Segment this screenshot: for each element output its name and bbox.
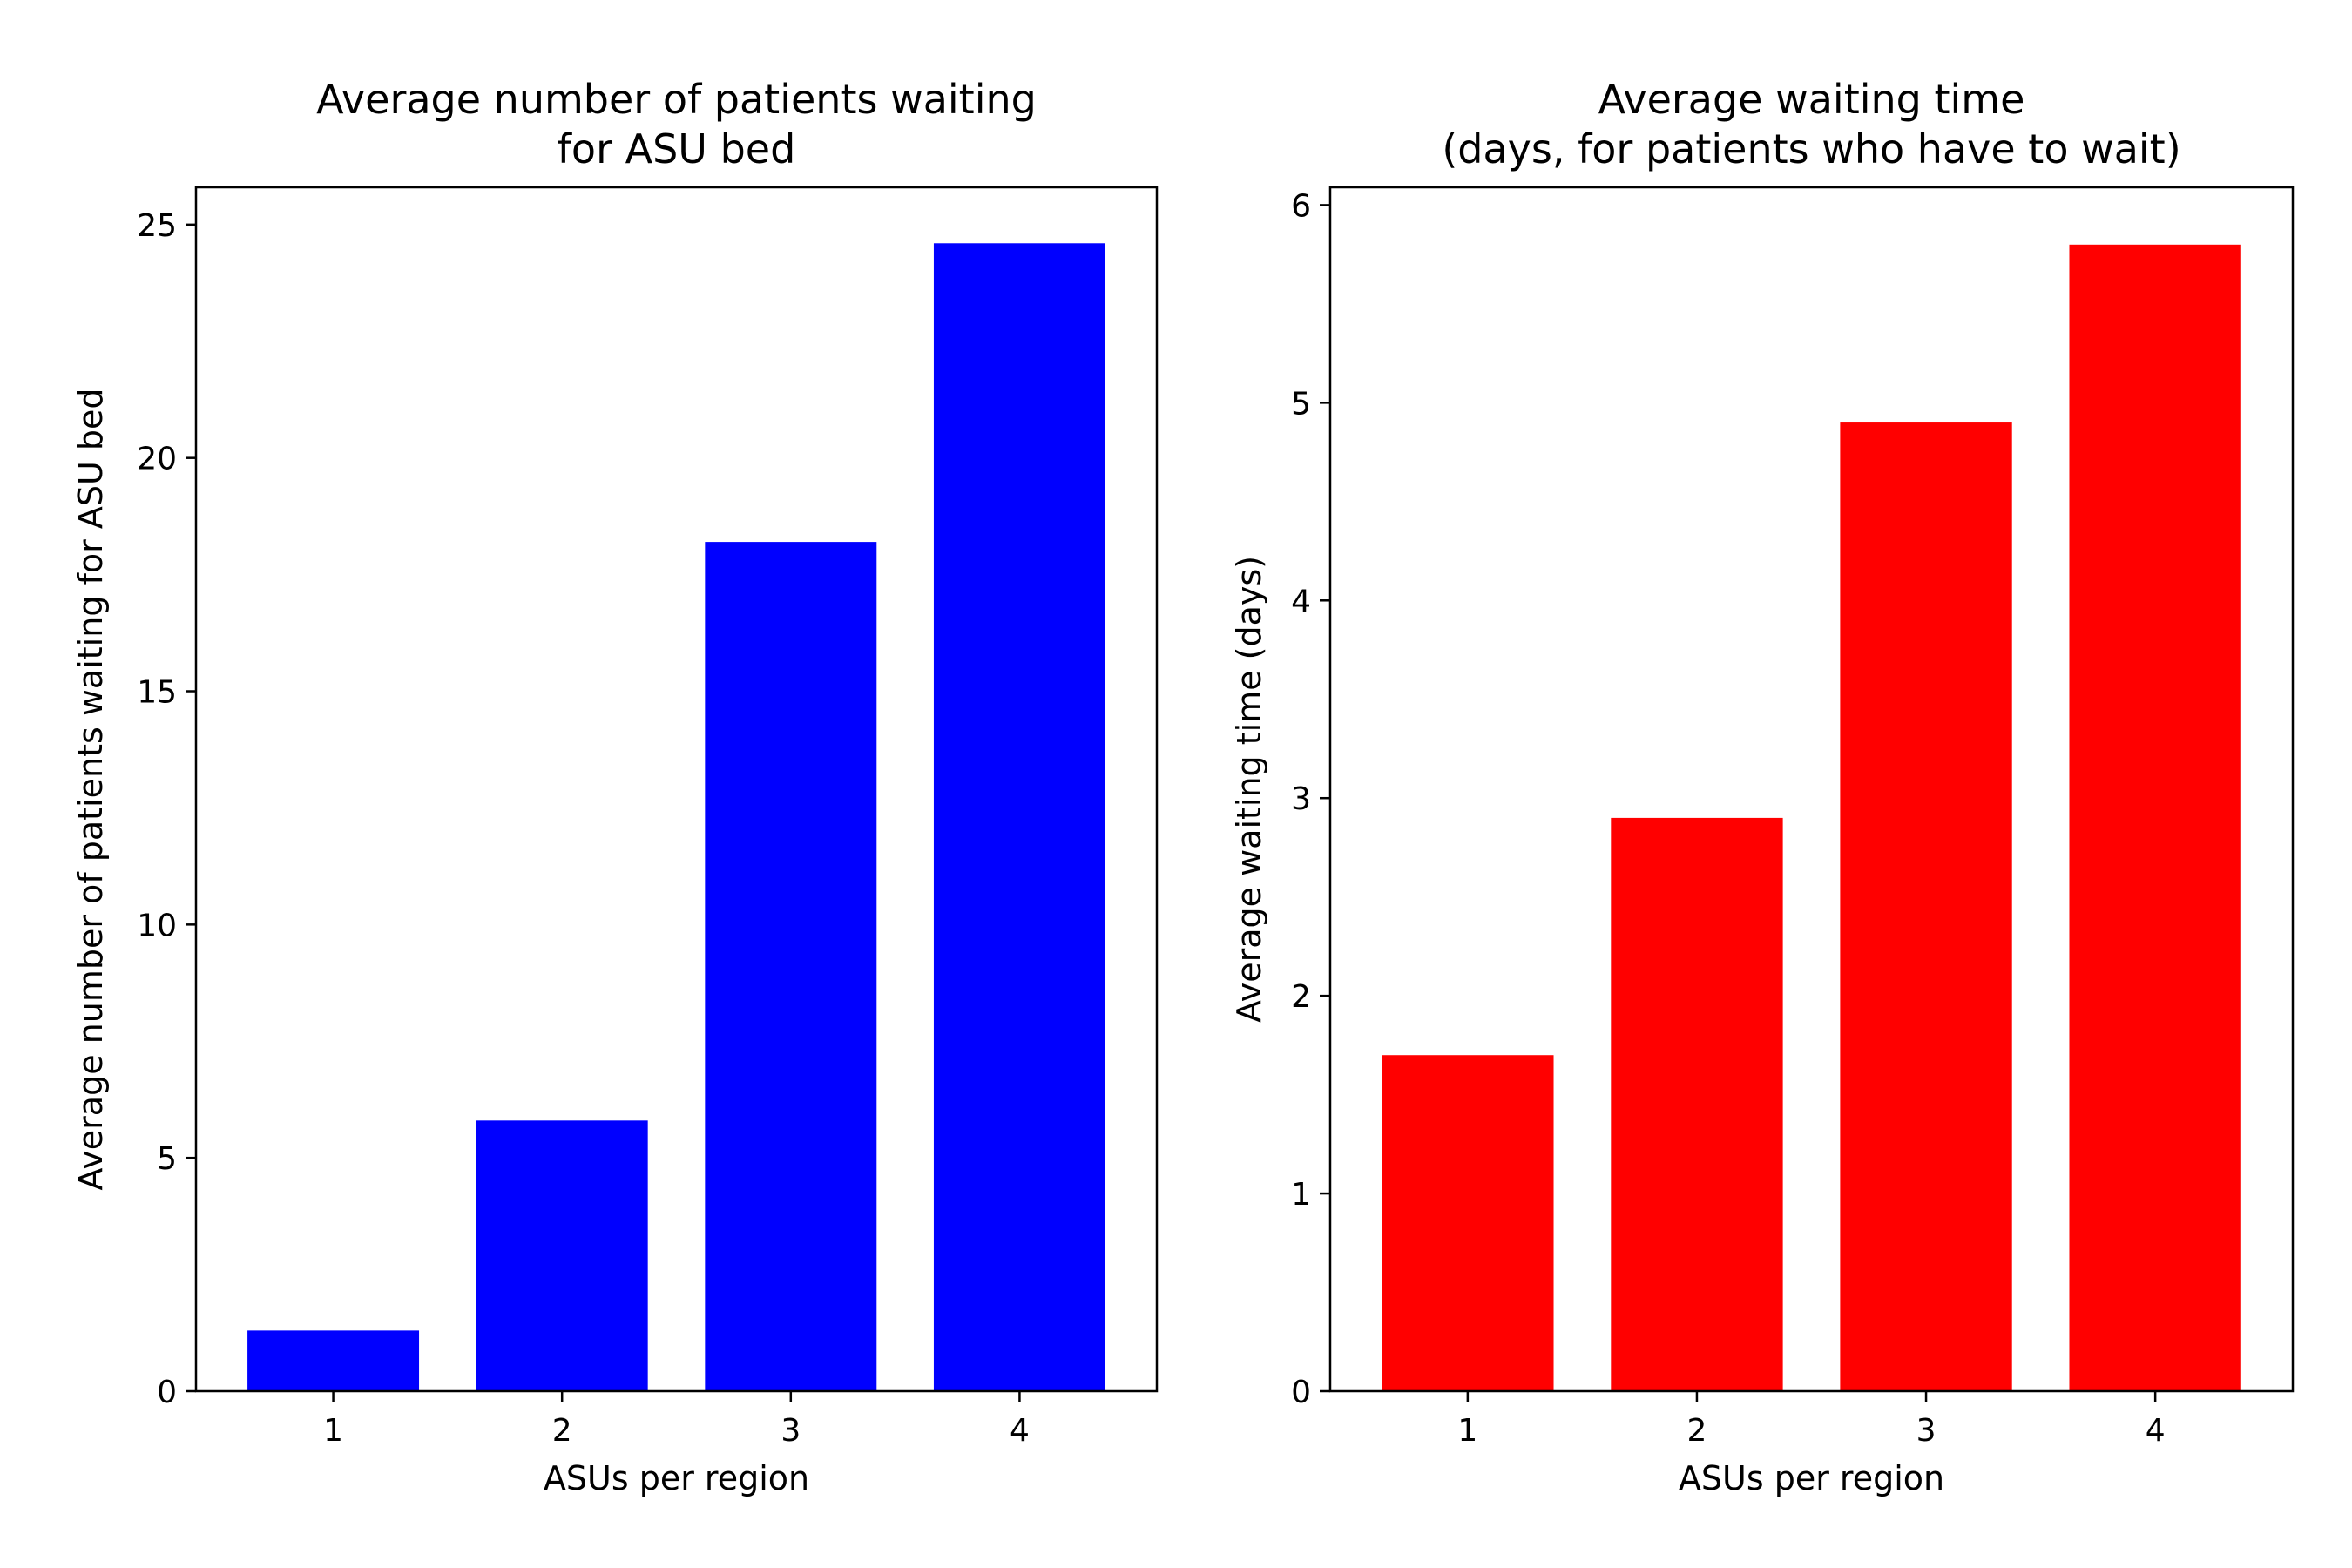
bar-2 xyxy=(476,1120,648,1391)
bar-1 xyxy=(1382,1055,1554,1391)
chart-waiting-time: 1 2 3 4 0 1 2 3 4 5 6 ASUs per region Average waitin… xyxy=(1230,76,2295,1497)
x-tick-label: 2 xyxy=(1686,1413,1707,1449)
x-tick-label: 3 xyxy=(1916,1413,1936,1449)
y-tick-label: 5 xyxy=(1291,386,1311,422)
y-tick-label: 6 xyxy=(1291,188,1311,224)
y-tick-label: 20 xyxy=(137,442,177,477)
bar-3 xyxy=(705,542,877,1391)
chart-patients-waiting: 1 2 3 4 0 5 10 15 20 25 ASUs per region Average num… xyxy=(71,76,1159,1497)
x-axis-label: ASUs per region xyxy=(544,1459,809,1497)
y-tick-label: 15 xyxy=(137,675,177,711)
plot-frame xyxy=(194,186,1159,1393)
bar-4 xyxy=(2069,244,2241,1391)
x-tick-label: 1 xyxy=(323,1413,343,1449)
y-tick-label: 4 xyxy=(1291,584,1311,619)
plot-frame xyxy=(1328,186,2295,1393)
y-axis-label: Average number of patients waiting for A… xyxy=(71,389,110,1191)
x-tick-label: 3 xyxy=(781,1413,801,1449)
bar-2 xyxy=(1611,817,1783,1391)
y-tick-label: 5 xyxy=(157,1141,177,1177)
x-tick-label: 1 xyxy=(1457,1413,1477,1449)
y-tick-label: 0 xyxy=(1291,1375,1311,1410)
chart-title-line-2: for ASU bed xyxy=(558,125,796,172)
y-tick-label: 2 xyxy=(1291,979,1311,1015)
y-tick-label: 10 xyxy=(137,908,177,943)
x-tick-label: 4 xyxy=(1010,1413,1030,1449)
bar-4 xyxy=(933,243,1105,1392)
y-tick-label: 3 xyxy=(1291,781,1311,817)
x-tick-label: 4 xyxy=(2146,1413,2166,1449)
chart-title-line-1: Average number of patients waiting xyxy=(316,76,1037,123)
chart-title-line-1: Average waiting time xyxy=(1598,76,2025,123)
y-tick-label: 25 xyxy=(137,208,177,244)
x-tick-label: 2 xyxy=(552,1413,572,1449)
bar-3 xyxy=(1840,422,2012,1391)
y-tick-label: 0 xyxy=(157,1375,177,1410)
y-axis-label: Average waiting time (days) xyxy=(1230,556,1268,1023)
y-tick-label: 1 xyxy=(1291,1177,1311,1213)
bar-1 xyxy=(247,1330,420,1391)
chart-title-line-2: (days, for patients who have to wait) xyxy=(1442,125,2180,172)
x-axis-label: ASUs per region xyxy=(1679,1459,1944,1497)
